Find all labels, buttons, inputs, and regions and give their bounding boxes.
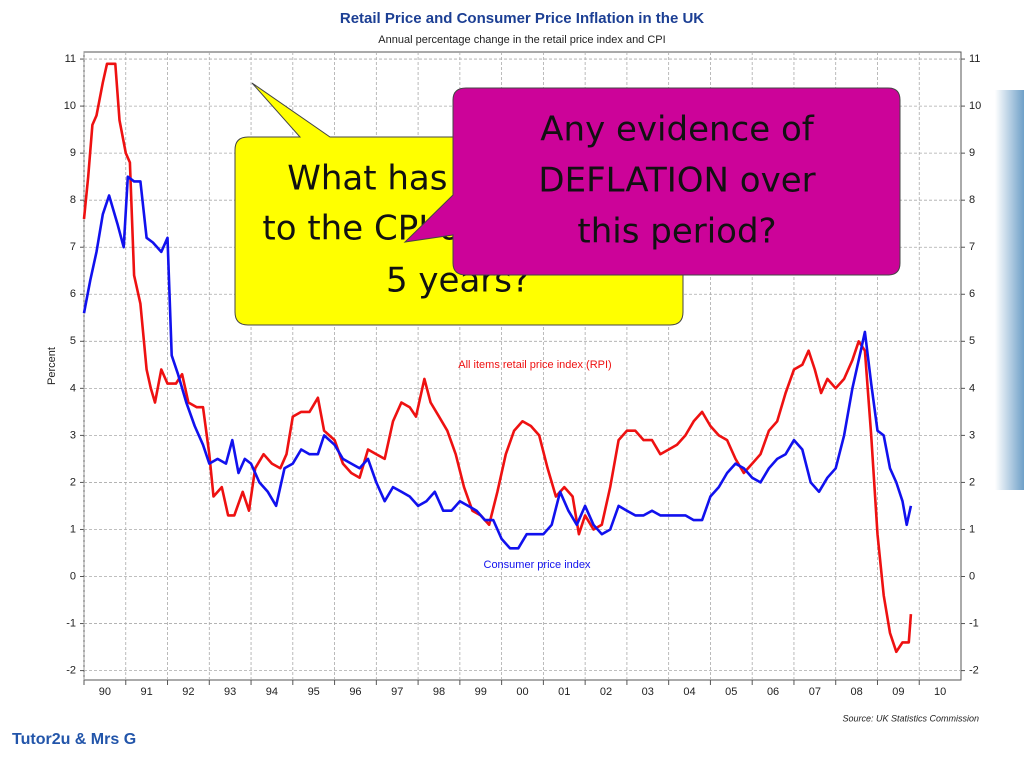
x-tick-label: 94 xyxy=(266,686,278,698)
y-tick-label: 3 xyxy=(70,429,76,441)
y-tick-label: 4 xyxy=(70,382,76,394)
y-tick-label: 6 xyxy=(70,288,76,300)
callout-text: DEFLATION over xyxy=(538,161,815,201)
callout-pink: Any evidence of DEFLATION over this peri… xyxy=(403,87,901,276)
x-tick-label: 96 xyxy=(349,686,361,698)
y-axis-label: Percent xyxy=(46,347,58,385)
y-tick-label: 11 xyxy=(65,53,76,65)
x-tick-label: 99 xyxy=(475,686,487,698)
y-tick-label: 8 xyxy=(70,194,76,206)
y-tick-label: -2 xyxy=(66,664,76,676)
y2-tick-label: 6 xyxy=(969,288,975,300)
x-tick-label: 98 xyxy=(433,686,445,698)
y-tick-label: -1 xyxy=(66,617,76,629)
x-tick-label: 90 xyxy=(99,686,111,698)
series-line xyxy=(82,175,913,550)
y-tick-label: 0 xyxy=(70,570,76,582)
y2-tick-label: -2 xyxy=(969,664,979,676)
y-tick-label: 5 xyxy=(70,335,76,347)
callout-text: Any evidence of xyxy=(540,110,814,150)
x-tick-label: 95 xyxy=(308,686,320,698)
chart-title: Retail Price and Consumer Price Inflatio… xyxy=(340,10,704,27)
series-label: All items retail price index (RPI) xyxy=(458,359,611,371)
x-tick-label: 01 xyxy=(558,686,570,698)
y2-tick-label: 0 xyxy=(969,570,975,582)
y2-tick-label: 3 xyxy=(969,429,975,441)
x-tick-label: 00 xyxy=(516,686,528,698)
y2-tick-label: 5 xyxy=(969,335,975,347)
y2-tick-label: 4 xyxy=(969,382,975,394)
x-tick-label: 06 xyxy=(767,686,779,698)
x-tick-label: 02 xyxy=(600,686,612,698)
chart-subtitle: Annual percentage change in the retail p… xyxy=(378,34,665,46)
y-tick-label: 2 xyxy=(70,476,76,488)
plot-frame xyxy=(83,51,962,681)
x-tick-label: 03 xyxy=(642,686,654,698)
x-tick-label: 93 xyxy=(224,686,236,698)
y2-tick-label: 2 xyxy=(969,476,975,488)
x-tick-label: 09 xyxy=(892,686,904,698)
edge-decoration xyxy=(995,90,1024,490)
y2-tick-label: 8 xyxy=(969,194,975,206)
y2-tick-label: 9 xyxy=(969,147,975,159)
series-line xyxy=(82,62,913,654)
x-tick-label: 05 xyxy=(725,686,737,698)
x-tick-label: 92 xyxy=(182,686,194,698)
y-tick-label: 10 xyxy=(64,100,76,112)
callout-shape xyxy=(403,87,901,276)
y-tick-label: 1 xyxy=(70,523,76,535)
y2-tick-label: 7 xyxy=(969,241,975,253)
source-note: Source: UK Statistics Commission xyxy=(842,713,979,723)
y2-tick-label: 1 xyxy=(969,523,975,535)
y2-tick-label: 10 xyxy=(969,100,981,112)
x-tick-label: 08 xyxy=(850,686,862,698)
x-tick-label: 10 xyxy=(934,686,946,698)
callout-text: this period? xyxy=(577,212,776,252)
y2-tick-label: -1 xyxy=(969,617,979,629)
x-tick-label: 97 xyxy=(391,686,403,698)
x-tick-label: 04 xyxy=(683,686,695,698)
y-tick-label: 9 xyxy=(70,147,76,159)
x-tick-label: 07 xyxy=(809,686,821,698)
footer: Tutor2u & Mrs G xyxy=(12,731,136,748)
x-tick-label: 91 xyxy=(141,686,153,698)
y-tick-label: 7 xyxy=(70,241,76,253)
y2-tick-label: 11 xyxy=(969,53,980,65)
series-label: Consumer price index xyxy=(484,559,591,571)
